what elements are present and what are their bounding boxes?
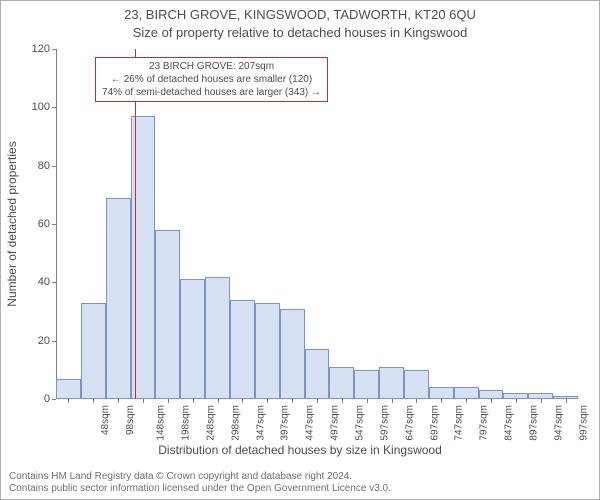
x-tick-label: 647sqm [404, 405, 415, 441]
x-tick-label: 697sqm [429, 405, 440, 441]
x-tick [218, 399, 219, 403]
annotation-box: 23 BIRCH GROVE: 207sqm← 26% of detached … [95, 57, 328, 102]
y-tick [52, 399, 56, 400]
y-tick [52, 107, 56, 108]
x-tick [491, 399, 492, 403]
y-tick [52, 49, 56, 50]
x-tick-label: 148sqm [156, 405, 167, 441]
x-tick [466, 399, 467, 403]
x-tick [367, 399, 368, 403]
y-axis-line [56, 49, 57, 399]
histogram-bar [429, 387, 454, 399]
histogram-bar [106, 198, 131, 399]
chart-title-main: 23, BIRCH GROVE, KINGSWOOD, TADWORTH, KT… [1, 7, 599, 22]
x-tick [193, 399, 194, 403]
x-tick-label: 98sqm [125, 405, 136, 435]
y-tick-label: 0 [20, 393, 50, 405]
x-tick [416, 399, 417, 403]
plot-area: 02040608010012048sqm98sqm148sqm198sqm248… [56, 49, 578, 399]
x-tick-label: 447sqm [305, 405, 316, 441]
annotation-line-2: ← 26% of detached houses are smaller (12… [102, 73, 321, 86]
x-tick [168, 399, 169, 403]
x-tick-label: 198sqm [181, 405, 192, 441]
x-tick-label: 347sqm [255, 405, 266, 441]
histogram-bar [404, 370, 429, 399]
y-tick-label: 40 [20, 276, 50, 288]
chart-title-sub: Size of property relative to detached ho… [1, 25, 599, 40]
histogram-bar [255, 303, 280, 399]
x-tick [441, 399, 442, 403]
x-tick [541, 399, 542, 403]
footer-line-2: Contains public sector information licen… [9, 483, 391, 495]
x-tick-label: 48sqm [100, 405, 111, 435]
histogram-bar [329, 367, 354, 399]
annotation-line-3: 74% of semi-detached houses are larger (… [102, 86, 321, 99]
y-tick-label: 100 [20, 101, 50, 113]
histogram-bar [379, 367, 404, 399]
x-tick-label: 497sqm [330, 405, 341, 441]
x-tick [143, 399, 144, 403]
histogram-bar [305, 349, 330, 399]
y-tick-label: 80 [20, 160, 50, 172]
y-tick-label: 120 [20, 43, 50, 55]
x-tick-label: 597sqm [379, 405, 390, 441]
footer-attribution: Contains HM Land Registry data © Crown c… [9, 471, 391, 495]
x-tick-label: 298sqm [230, 405, 241, 441]
y-tick [52, 166, 56, 167]
x-tick [242, 399, 243, 403]
x-tick [516, 399, 517, 403]
histogram-bar [56, 379, 81, 399]
x-tick [317, 399, 318, 403]
x-tick-label: 947sqm [553, 405, 564, 441]
annotation-line-1: 23 BIRCH GROVE: 207sqm [102, 60, 321, 73]
x-tick-label: 797sqm [479, 405, 490, 441]
histogram-bar [280, 309, 305, 399]
x-axis-label: Distribution of detached houses by size … [1, 443, 599, 457]
y-tick-label: 60 [20, 218, 50, 230]
x-tick [292, 399, 293, 403]
histogram-bar [354, 370, 379, 399]
x-tick [118, 399, 119, 403]
histogram-bar [205, 277, 230, 400]
y-tick [52, 282, 56, 283]
y-tick [52, 341, 56, 342]
x-tick [566, 399, 567, 403]
histogram-bar [454, 387, 479, 399]
x-tick-label: 547sqm [355, 405, 366, 441]
x-tick [68, 399, 69, 403]
histogram-bar [180, 279, 205, 399]
y-tick [52, 224, 56, 225]
x-tick [93, 399, 94, 403]
y-tick-label: 20 [20, 335, 50, 347]
chart-container: 23, BIRCH GROVE, KINGSWOOD, TADWORTH, KT… [0, 0, 600, 500]
y-axis-label: Number of detached properties [5, 49, 21, 399]
x-tick-label: 897sqm [529, 405, 540, 441]
x-tick-label: 397sqm [280, 405, 291, 441]
x-tick-label: 248sqm [205, 405, 216, 441]
histogram-bar [155, 230, 180, 399]
x-tick-label: 997sqm [578, 405, 589, 441]
histogram-bar [479, 390, 504, 399]
histogram-bar [81, 303, 106, 399]
x-tick-label: 747sqm [454, 405, 465, 441]
x-tick-label: 847sqm [504, 405, 515, 441]
x-tick [267, 399, 268, 403]
x-tick [342, 399, 343, 403]
x-tick [392, 399, 393, 403]
footer-line-1: Contains HM Land Registry data © Crown c… [9, 471, 391, 483]
histogram-bar [230, 300, 255, 399]
